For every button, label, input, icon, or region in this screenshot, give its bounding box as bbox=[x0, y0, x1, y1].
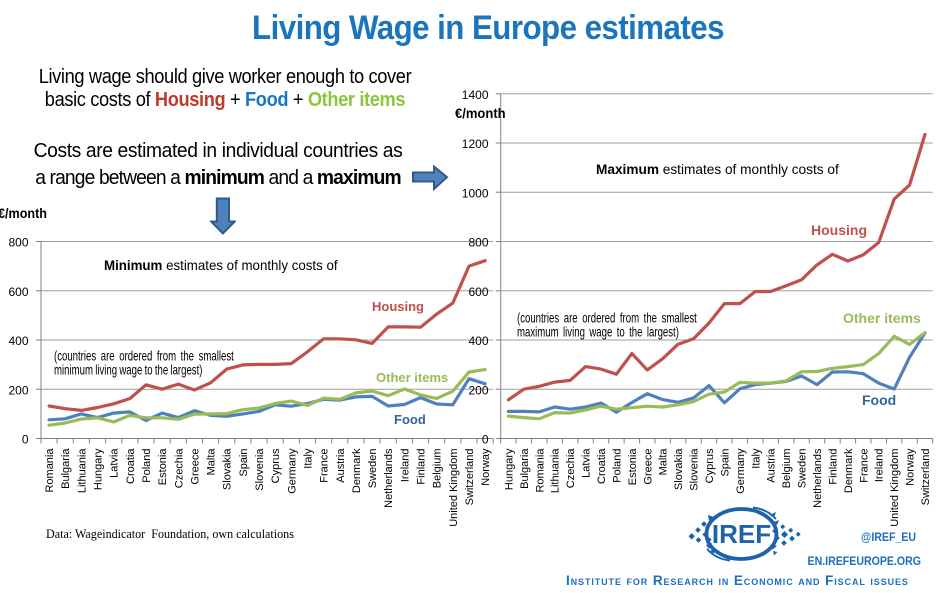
svg-text:Finland: Finland bbox=[827, 449, 839, 485]
svg-text:200: 200 bbox=[8, 383, 28, 397]
svg-text:Slovakia: Slovakia bbox=[222, 448, 234, 490]
svg-text:1200: 1200 bbox=[462, 137, 489, 151]
svg-text:Croatia: Croatia bbox=[125, 448, 137, 484]
svg-text:Sweden: Sweden bbox=[797, 449, 809, 489]
svg-text:Germany: Germany bbox=[735, 448, 747, 494]
svg-text:Hungary: Hungary bbox=[503, 448, 515, 490]
svg-text:Spain: Spain bbox=[238, 449, 250, 477]
svg-text:Estonia: Estonia bbox=[627, 448, 639, 486]
svg-text:0: 0 bbox=[22, 433, 29, 447]
svg-text:Ireland: Ireland bbox=[399, 449, 411, 483]
svg-text:Cyprus: Cyprus bbox=[270, 448, 282, 483]
svg-text:400: 400 bbox=[8, 334, 28, 348]
svg-text:Malta: Malta bbox=[206, 448, 218, 476]
svg-text:Spain: Spain bbox=[719, 449, 731, 477]
svg-text:Latvia: Latvia bbox=[109, 448, 121, 478]
svg-text:Greece: Greece bbox=[642, 449, 654, 485]
svg-text:Lithuania: Lithuania bbox=[550, 448, 562, 494]
svg-text:600: 600 bbox=[468, 285, 488, 299]
svg-text:Finland: Finland bbox=[416, 449, 428, 485]
svg-text:1000: 1000 bbox=[462, 186, 489, 200]
svg-text:800: 800 bbox=[468, 236, 488, 250]
svg-text:Bulgaria: Bulgaria bbox=[60, 448, 72, 489]
svg-text:Norway: Norway bbox=[480, 448, 492, 486]
svg-text:Slovakia: Slovakia bbox=[673, 448, 685, 490]
svg-text:Netherlands: Netherlands bbox=[812, 448, 824, 508]
svg-text:Romania: Romania bbox=[534, 448, 546, 493]
svg-text:United Kingdom: United Kingdom bbox=[448, 449, 460, 527]
svg-text:France: France bbox=[319, 449, 331, 483]
svg-text:France: France bbox=[858, 449, 870, 483]
svg-text:400: 400 bbox=[468, 334, 488, 348]
svg-text:Greece: Greece bbox=[189, 449, 201, 485]
svg-text:Sweden: Sweden bbox=[367, 449, 379, 489]
svg-text:Netherlands: Netherlands bbox=[383, 448, 395, 508]
svg-text:200: 200 bbox=[468, 383, 488, 397]
svg-text:Switzerland: Switzerland bbox=[464, 449, 476, 506]
svg-text:Austria: Austria bbox=[335, 448, 347, 483]
svg-text:Denmark: Denmark bbox=[351, 448, 363, 493]
svg-text:Poland: Poland bbox=[141, 449, 153, 483]
svg-text:0: 0 bbox=[482, 433, 489, 447]
svg-text:Norway: Norway bbox=[905, 448, 917, 486]
svg-text:Hungary: Hungary bbox=[93, 448, 105, 490]
svg-text:Belgium: Belgium bbox=[432, 449, 444, 489]
svg-text:800: 800 bbox=[8, 236, 28, 250]
svg-text:Malta: Malta bbox=[658, 448, 670, 476]
svg-text:1400: 1400 bbox=[462, 88, 489, 102]
svg-text:Slovenia: Slovenia bbox=[254, 448, 266, 491]
svg-text:Bulgaria: Bulgaria bbox=[519, 448, 531, 489]
svg-text:Estonia: Estonia bbox=[157, 448, 169, 486]
svg-text:Latvia: Latvia bbox=[581, 448, 593, 478]
svg-text:Czechia: Czechia bbox=[173, 448, 185, 489]
svg-text:Romania: Romania bbox=[44, 448, 56, 493]
svg-text:Slovenia: Slovenia bbox=[689, 448, 701, 491]
svg-text:Italy: Italy bbox=[750, 448, 762, 469]
svg-text:Austria: Austria bbox=[766, 448, 778, 483]
svg-text:Italy: Italy bbox=[303, 448, 315, 469]
svg-text:IREF: IREF bbox=[712, 519, 771, 549]
svg-text:Ireland: Ireland bbox=[874, 449, 886, 483]
svg-text:Belgium: Belgium bbox=[781, 449, 793, 489]
svg-text:Denmark: Denmark bbox=[843, 448, 855, 493]
svg-text:Switzerland: Switzerland bbox=[920, 449, 932, 506]
svg-text:Germany: Germany bbox=[286, 448, 298, 494]
svg-text:600: 600 bbox=[8, 285, 28, 299]
svg-text:Poland: Poland bbox=[611, 449, 623, 483]
svg-text:Croatia: Croatia bbox=[596, 448, 608, 484]
svg-text:Cyprus: Cyprus bbox=[704, 448, 716, 483]
svg-text:Lithuania: Lithuania bbox=[76, 448, 88, 494]
svg-text:Czechia: Czechia bbox=[565, 448, 577, 489]
svg-text:United Kingdom: United Kingdom bbox=[889, 449, 901, 527]
